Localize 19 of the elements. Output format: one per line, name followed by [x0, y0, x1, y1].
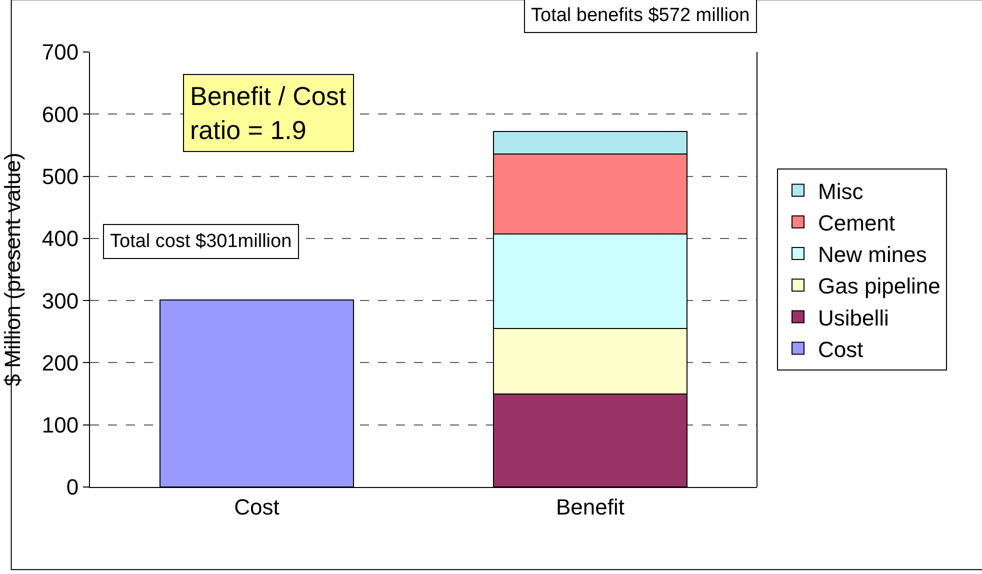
y-tick-label: 100 [42, 412, 79, 438]
annotation: Total cost $301million [110, 231, 292, 252]
legend-label: Cost [818, 336, 864, 362]
y-tick-label: 0 [66, 474, 79, 500]
y-tick-label: 500 [42, 164, 79, 189]
y-tick-label: 200 [42, 350, 79, 376]
legend-label: Misc [818, 178, 864, 204]
y-tick-label: 400 [42, 226, 79, 252]
legend-label: Cement [818, 210, 896, 236]
y-tick-label: 600 [42, 102, 79, 127]
annotation: Benefit / Cost ratio = 1.9 [190, 81, 347, 145]
y-tick-label: 300 [42, 288, 79, 314]
legend-label: Gas pipeline [818, 274, 940, 299]
legend-label: New mines [818, 242, 927, 268]
y-tick-label: 700 [42, 40, 79, 65]
text: Total benefits $572 million [531, 5, 750, 26]
x-tick-label: Benefit [556, 494, 624, 520]
legend-label: Usibelli [818, 305, 889, 330]
y-axis-title: $ Million (present value) [0, 152, 25, 386]
